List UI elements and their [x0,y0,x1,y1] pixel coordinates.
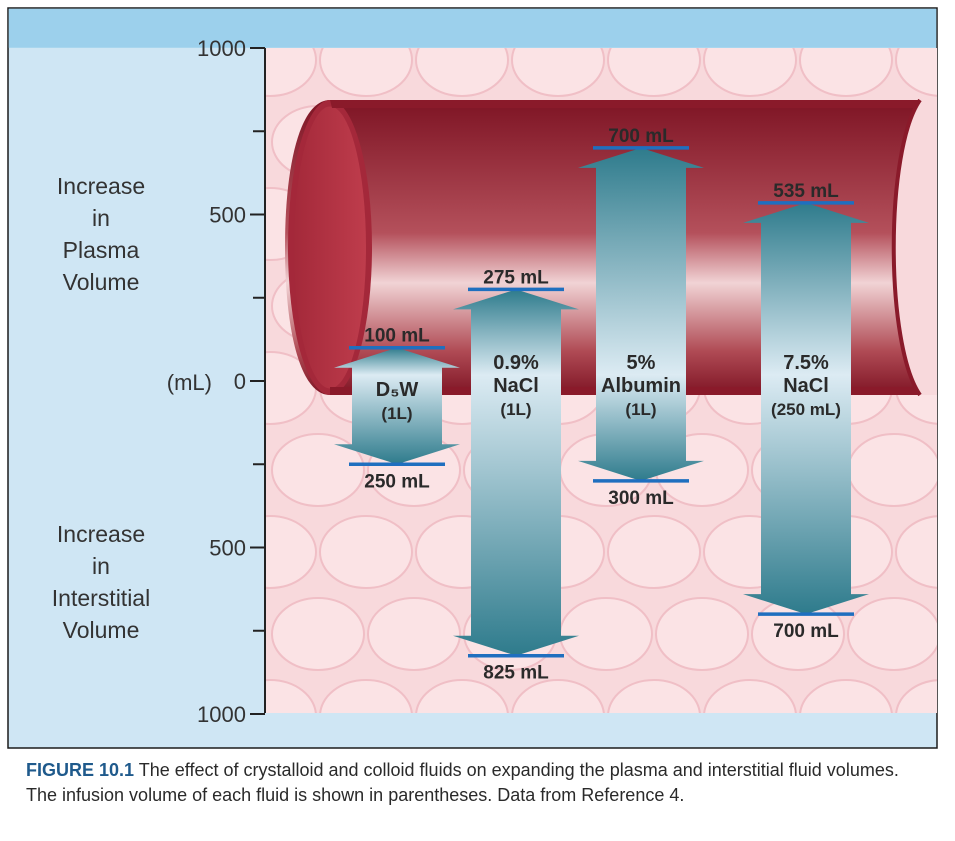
fluid-arrow-group: 275 mL 825 mL 0.9%NaCl (1L) [453,267,579,684]
tissue-cell [944,434,955,506]
caption-text: The effect of crystalloid and colloid fl… [26,760,899,805]
ylabel-plasma-line: Increase [57,173,145,199]
y-axis-ticks: 1000 500 0 500 1000 [197,36,265,727]
plasma-value-label: 535 mL [773,181,839,202]
plasma-value-label: 100 mL [364,326,430,347]
tissue-cell [271,433,365,507]
tissue-cell [799,679,893,713]
ylabel-interstitial-line: Increase [57,521,145,547]
tissue-cell [944,270,955,342]
ylabel-interstitial-line: Volume [63,617,140,643]
y-axis-unit: (mL) [167,370,212,395]
interstitial-value-label: 300 mL [608,488,674,509]
interstitial-arrow [578,375,704,481]
y-tick-label: 500 [209,536,246,561]
ylabel-plasma-line: Plasma [63,237,140,263]
ylabel-plasma-line: Volume [63,269,140,295]
ylabel-plasma-line: in [92,205,110,231]
plasma-value-label: 275 mL [483,267,549,288]
interstitial-value-label: 700 mL [773,621,839,642]
y-tick-label: 0 [234,369,246,394]
fluid-arrow-group: 700 mL 300 mL 5%Albumin (1L) [578,126,704,509]
tissue-cell [511,48,605,97]
tissue-cell [319,515,413,589]
figure-caption: FIGURE 10.1 The effect of crystalloid an… [26,758,926,808]
interstitial-value-label: 250 mL [364,471,430,492]
fluid-name-label: NaCl [493,375,539,397]
tissue-cell [511,679,605,713]
fluid-name-label: (1L) [500,400,531,419]
fluid-name-label: 5% [627,352,656,374]
fluid-name-label: (1L) [625,400,656,419]
plasma-arrow [743,202,869,375]
ylabel-interstitial-line: Interstitial [52,585,150,611]
plasma-arrow [453,289,579,375]
tissue-cell [319,679,413,713]
fluid-arrow-group: 100 mL 250 mL D₅W (1L) [334,326,460,492]
tissue-cell [265,679,317,713]
fluid-arrow-group: 535 mL 700 mL 7.5%NaCl (250 mL) [743,181,869,642]
tissue-cell [895,679,937,713]
tissue-cell [703,48,797,97]
fluid-name-label: NaCl [783,375,829,397]
fluid-name-label: D₅W [376,379,419,401]
tissue-cell [895,48,937,97]
fluid-name-label: 0.9% [493,352,539,374]
tissue-cell [895,515,937,589]
fluid-name-label: 7.5% [783,352,829,374]
tissue-cell [415,679,509,713]
tissue-cell [847,433,937,507]
tissue-cell [271,597,365,671]
tissue-cell [607,679,701,713]
fluid-name-label: (250 mL) [771,400,841,419]
tissue-cell [265,48,317,97]
y-tick-label: 500 [209,203,246,228]
ylabel-plasma: Increase in Plasma Volume [57,173,145,295]
tissue-cell [799,48,893,97]
tissue-cell [265,515,317,589]
y-tick-label: 1000 [197,702,246,727]
interstitial-value-label: 825 mL [483,663,549,684]
fluid-name-label: (1L) [381,404,412,423]
tissue-cell [559,597,653,671]
interstitial-arrow [453,375,579,656]
tissue-cell [367,597,461,671]
tissue-cell [944,598,955,670]
tissue-cell [607,515,701,589]
fluid-volume-chart: 1000 500 0 500 1000 (mL) Increase in Plasma … [7,7,955,749]
ylabel-interstitial: Increase in Interstitial Volume [52,521,150,643]
fluid-name-label: Albumin [601,375,681,397]
plasma-arrow [334,347,460,375]
tissue-cell [415,48,509,97]
tissue-cell [944,106,955,178]
tissue-cell [847,597,937,671]
plasma-top-band [8,8,937,48]
y-tick-label: 1000 [197,36,246,61]
interstitial-arrow [334,375,460,465]
tissue-cell [703,679,797,713]
plasma-arrow [578,147,704,375]
caption-label: FIGURE 10.1 [26,760,135,780]
tissue-cell [607,48,701,97]
ylabel-interstitial-line: in [92,553,110,579]
plasma-value-label: 700 mL [608,126,674,147]
interstitial-arrow [743,375,869,615]
tissue-cell [319,48,413,97]
tissue-cell [655,597,749,671]
